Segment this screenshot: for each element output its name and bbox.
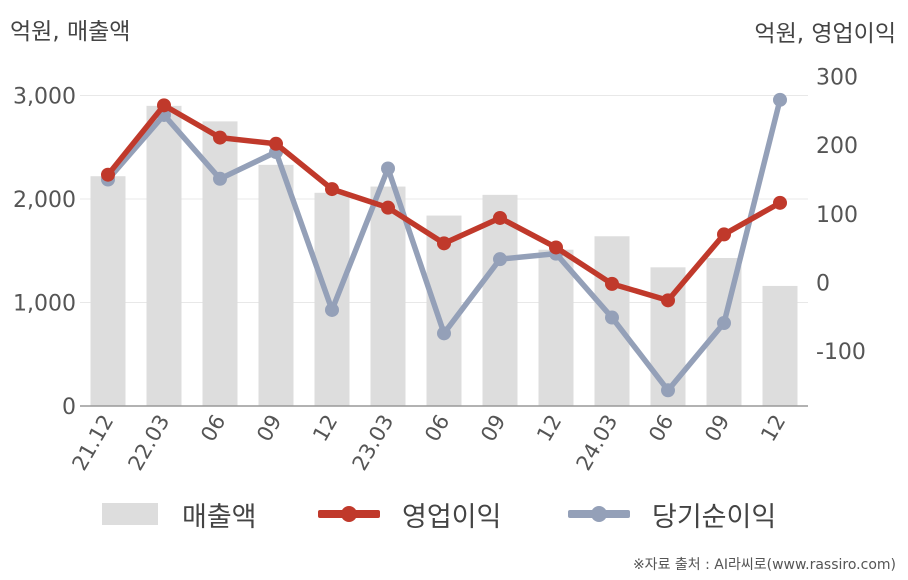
point-net-income [773,92,787,107]
point-operating-income [101,167,115,182]
point-net-income [661,383,675,398]
legend-swatch-operating-income [318,506,380,522]
legend-label-net-income: 당기순이익 [652,501,777,533]
legend-item-operating-income: 영업이익 [318,494,501,534]
combo-chart: 0 1,000 2,000 3,000 -100 0 100 200 300 21.12 22.03… [13,65,866,475]
legend-label-revenue: 매출액 [182,501,257,533]
x-tick-label: 09 [252,411,286,446]
x-tick-label: 06 [420,411,454,446]
point-net-income [437,326,451,341]
point-net-income [605,310,619,325]
left-axis-unit: 억원, 매출액 [10,19,131,45]
right-tick-label: 0 [816,272,830,297]
right-tick-label: -100 [816,340,866,365]
point-operating-income [213,130,227,145]
point-net-income [717,316,731,331]
point-operating-income [437,236,451,251]
point-operating-income [381,200,395,215]
point-operating-income [773,195,787,210]
x-tick-label: 12 [756,411,790,446]
bar-revenue [314,192,350,406]
point-operating-income [157,98,171,113]
bar-revenue [90,176,126,406]
bar-revenue [762,285,798,406]
legend-swatch-revenue [102,503,158,525]
x-tick-label: 09 [476,411,510,446]
bar-revenue [482,194,518,406]
x-tick-label: 21.12 [67,411,118,475]
x-tick-label: 24.03 [571,411,622,475]
point-operating-income [269,136,283,151]
bar-revenue [146,105,182,406]
right-tick-label: 100 [816,203,858,228]
bar-revenue [538,249,574,406]
left-tick-label: 0 [62,395,76,420]
point-operating-income [605,276,619,291]
left-tick-label: 2,000 [13,188,76,213]
x-tick-label: 09 [700,411,734,446]
legend-label-operating-income: 영업이익 [402,501,502,533]
point-net-income [381,161,395,176]
point-operating-income [717,227,731,242]
x-tick-label: 23.03 [347,411,398,475]
legend-item-revenue: 매출액 [102,494,257,534]
point-operating-income [549,240,563,255]
x-tick-label: 06 [196,411,230,446]
x-tick-label: 06 [644,411,678,446]
bar-revenue [370,186,406,406]
x-tick-label: 12 [308,411,342,446]
bar-revenue [258,164,294,406]
left-tick-label: 3,000 [13,85,76,110]
point-operating-income [661,293,675,308]
legend-swatch-net-income [568,506,630,522]
point-net-income [213,171,227,186]
right-axis-unit: 억원, 영업이익 [754,21,896,47]
left-tick-label: 1,000 [13,292,76,317]
point-net-income [493,252,507,267]
x-tick-label: 22.03 [123,411,174,475]
point-operating-income [493,210,507,225]
point-net-income [325,302,339,317]
source-credit: ※자료 출처 : AI라씨로(www.rassiro.com) [632,557,896,573]
legend-item-net-income: 당기순이익 [568,494,776,534]
right-tick-label: 200 [816,134,858,159]
right-tick-label: 300 [816,65,858,90]
x-tick-label: 12 [532,411,566,446]
point-operating-income [325,182,339,197]
